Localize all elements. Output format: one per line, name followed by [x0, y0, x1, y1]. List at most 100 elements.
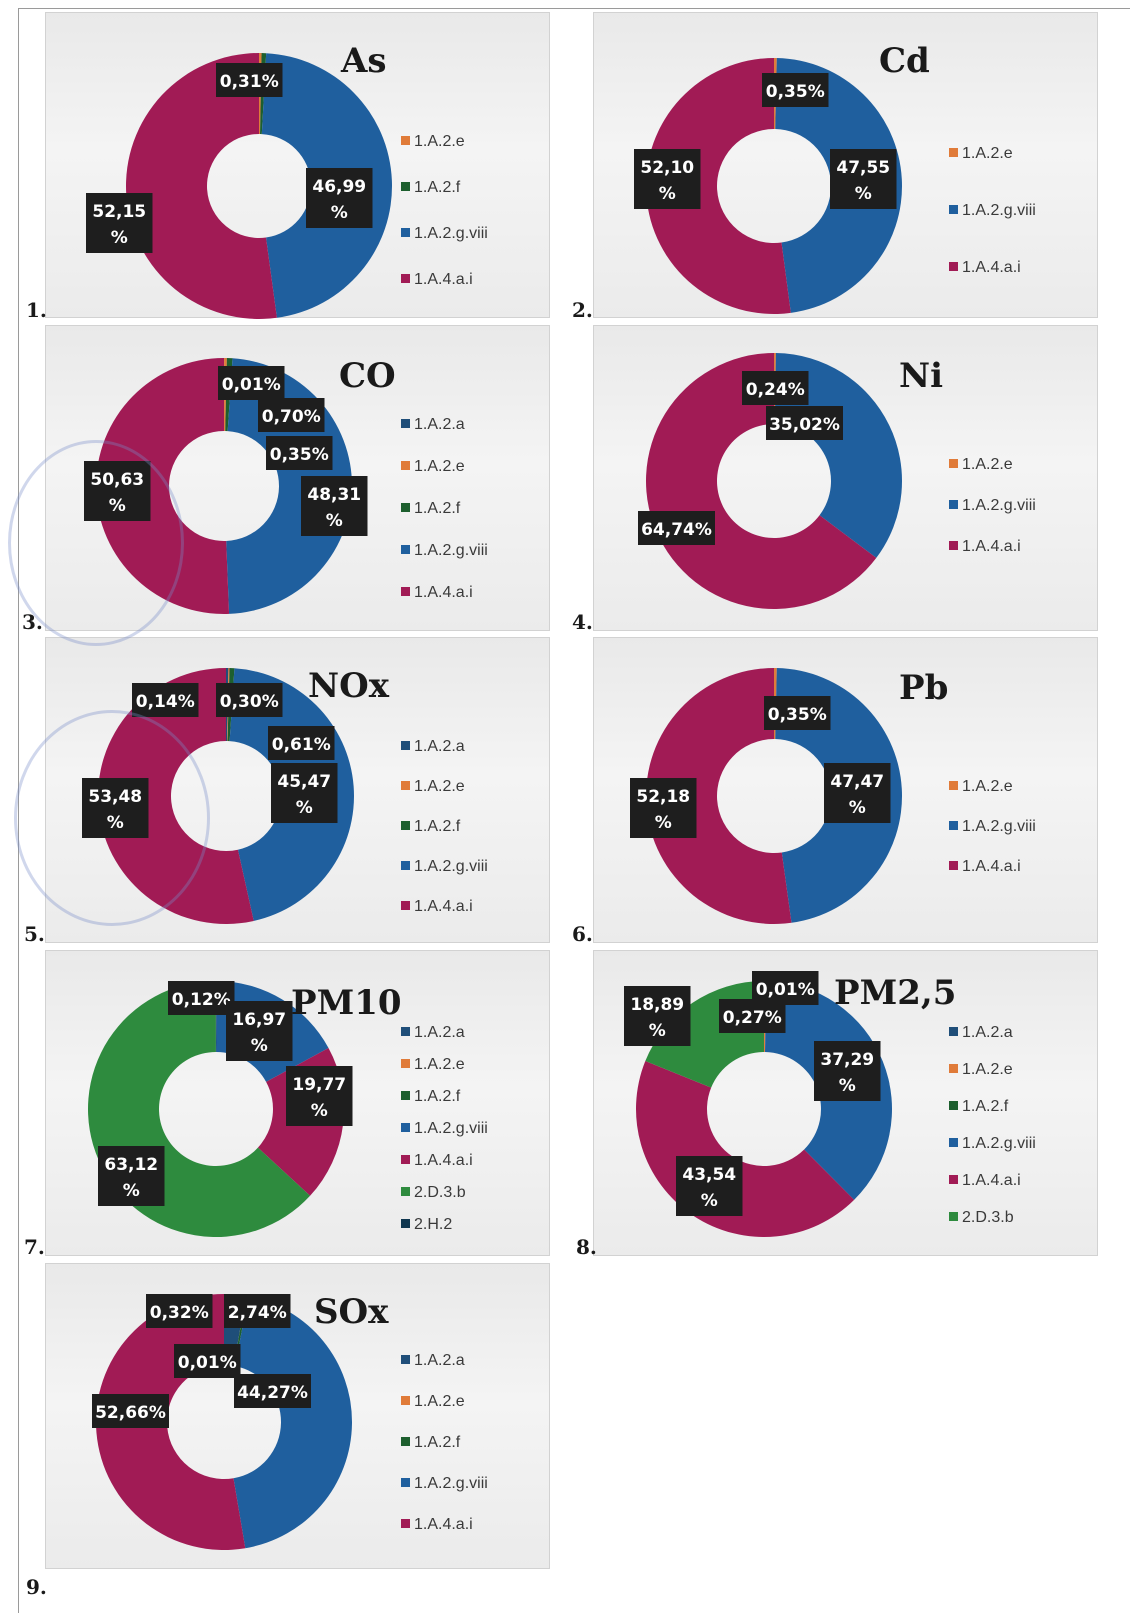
legend-label: 1.A.2.e	[962, 778, 1013, 795]
legend-item-1-a-2-f: 1.A.2.f	[401, 179, 460, 197]
legend-swatch	[949, 781, 958, 791]
chart-title: NOx	[308, 666, 389, 706]
legend-swatch	[949, 205, 958, 215]
donut-slice-1-a-2-g-viii	[233, 1296, 353, 1549]
legend-swatch	[949, 1064, 958, 1074]
legend-label: 1.A.2.f	[414, 179, 461, 196]
legend-swatch	[401, 1091, 410, 1101]
data-label-text: 0,30%	[220, 692, 279, 712]
data-label-text: %	[649, 1021, 666, 1041]
data-label: 52,66%	[92, 1394, 169, 1428]
data-label-box	[301, 476, 368, 536]
data-label: 19,77%	[286, 1066, 353, 1126]
chart-panel-as: 0,31% 46,99% 52,15% As 1.A.2.e 1.A.2.f 1.A.2.g…	[45, 12, 550, 319]
legend-swatch	[401, 821, 410, 831]
data-label-text: 0,35%	[270, 445, 329, 465]
data-label-text: 0,01%	[178, 1353, 237, 1373]
data-label-box	[234, 1374, 311, 1408]
data-label: 16,97%	[226, 1001, 293, 1061]
legend-swatch	[401, 1155, 410, 1165]
legend-item-1-a-2-g-viii: 1.A.2.g.viii	[949, 202, 1036, 220]
data-label-text: 0,01%	[756, 980, 815, 1000]
stamp-mark	[14, 710, 210, 926]
panel-number: 4.	[572, 610, 593, 634]
data-label-text: 0,35%	[766, 82, 825, 102]
legend-item-1-a-2-f: 1.A.2.f	[401, 818, 460, 836]
donut-chart: 0,12%16,97%19,77%63,12%	[88, 981, 353, 1237]
data-label: 52,18%	[630, 778, 697, 838]
data-label: 64,74%	[638, 511, 715, 545]
data-label-text: 44,27%	[237, 1383, 308, 1403]
data-label: 52,15%	[86, 193, 153, 253]
legend-label: 1.A.4.a.i	[414, 271, 473, 288]
data-label-box	[92, 1394, 169, 1428]
legend-swatch	[401, 461, 410, 471]
data-label-text: 64,74%	[641, 520, 712, 540]
data-label-text: 0,24%	[746, 380, 805, 400]
legend-label: 1.A.4.a.i	[962, 259, 1021, 276]
legend-label: 1.A.4.a.i	[414, 1152, 473, 1169]
legend-swatch	[949, 1212, 958, 1222]
legend-item-1-a-2-e: 1.A.2.e	[949, 145, 1013, 163]
legend-swatch	[401, 1059, 410, 1069]
data-label-box	[624, 986, 691, 1046]
data-label-text: 0,31%	[220, 72, 279, 92]
legend-item-2-d-3-b: 2.D.3.b	[401, 1184, 466, 1202]
data-label-box	[271, 763, 338, 823]
data-label: 44,27%	[234, 1374, 311, 1408]
data-label-box	[216, 683, 283, 717]
donut-chart: 2,74% 0,01% 0,32% 44,27% 52,66%	[92, 1294, 353, 1550]
data-label-box	[824, 763, 891, 823]
legend-swatch	[949, 1101, 958, 1111]
legend-label: 1.A.2.e	[414, 1393, 465, 1410]
data-label: 52,10%	[634, 149, 701, 209]
legend-label: 1.A.2.a	[414, 1352, 465, 1369]
data-label-box	[268, 726, 335, 760]
data-label-text: %	[311, 1101, 328, 1121]
data-label-text: 52,18	[636, 787, 690, 807]
legend-item-1-a-4-a-i: 1.A.4.a.i	[949, 1172, 1021, 1190]
legend-swatch	[949, 262, 958, 272]
data-label: 63,12%	[98, 1146, 165, 1206]
data-label-box	[146, 1294, 213, 1328]
data-label-text: 35,02%	[769, 415, 840, 435]
legend-swatch	[401, 1478, 410, 1488]
data-label-box	[224, 1294, 291, 1328]
data-label-box	[742, 371, 809, 405]
data-label-box	[638, 511, 715, 545]
legend-swatch	[401, 1027, 410, 1037]
legend-swatch	[401, 741, 410, 751]
legend-label: 1.A.2.g.viii	[414, 542, 488, 559]
panel-number: 9.	[26, 1575, 47, 1599]
data-label: 48,31%	[301, 476, 368, 536]
legend-item-1-a-2-f: 1.A.2.f	[401, 500, 460, 518]
legend-label: 1.A.2.f	[414, 1088, 461, 1105]
legend-swatch	[949, 500, 958, 510]
data-label: 46,99%	[306, 168, 373, 228]
legend-label: 1.A.4.a.i	[414, 1516, 473, 1533]
legend-swatch	[401, 1355, 410, 1365]
data-label-text: 52,66%	[95, 1403, 166, 1423]
data-label-text: %	[251, 1036, 268, 1056]
legend-item-1-a-4-a-i: 1.A.4.a.i	[401, 271, 473, 289]
data-label-text: 2,74%	[228, 1303, 287, 1323]
legend-label: 2.D.3.b	[962, 1209, 1014, 1226]
data-label-text: %	[123, 1181, 140, 1201]
chart-panel-pm10: 0,12% 16,97% 19,77% 63,12% PM10 1.A.2.a 1.A.2.…	[45, 950, 550, 1256]
legend-swatch	[949, 1138, 958, 1148]
data-label: 0,32%	[146, 1294, 213, 1328]
legend-swatch	[401, 503, 410, 513]
data-label: 43,54%	[676, 1156, 743, 1216]
data-label-box	[719, 999, 786, 1033]
data-label: 45,47%	[271, 763, 338, 823]
legend-label: 1.A.4.a.i	[414, 584, 473, 601]
legend-swatch	[949, 459, 958, 469]
data-label-box	[174, 1344, 241, 1378]
legend-label: 1.A.2.g.viii	[962, 202, 1036, 219]
data-label: 0,14%	[132, 683, 199, 717]
chart-title: Pb	[899, 668, 949, 708]
data-label-box	[630, 778, 697, 838]
chart-panel-cd: 0,35% 47,55% 52,10% Cd 1.A.2.e 1.A.2.g.viii 1.…	[593, 12, 1098, 318]
data-label: 37,29%	[814, 1041, 881, 1101]
legend-label: 1.A.2.e	[414, 133, 465, 150]
